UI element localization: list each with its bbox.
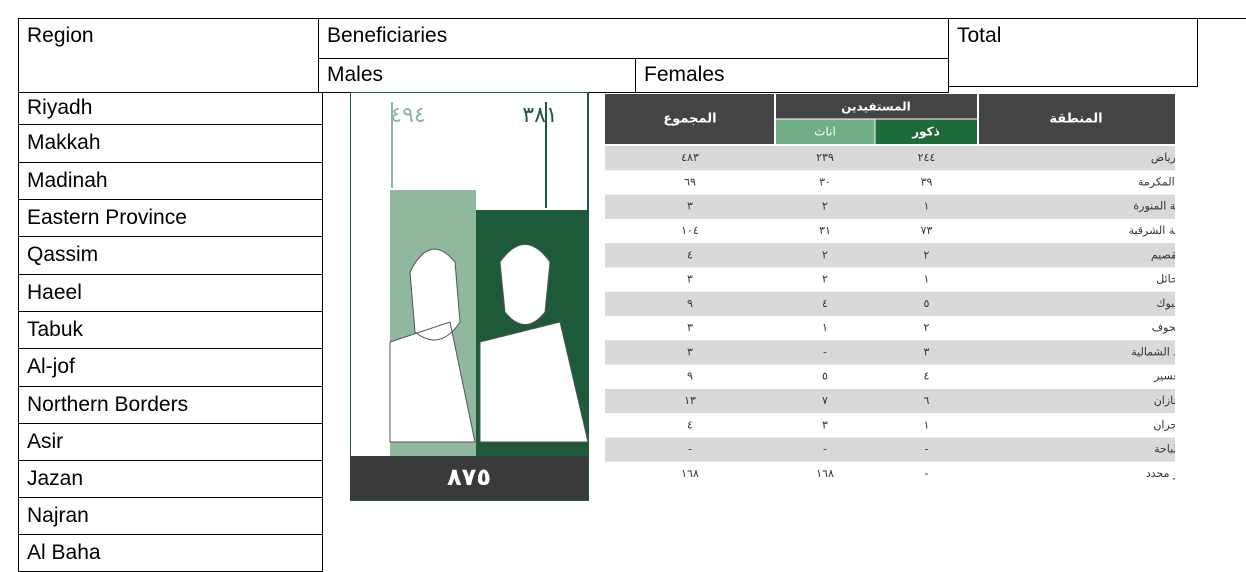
region-ar: حائل — [1156, 273, 1175, 286]
cell-value: ٢ — [822, 200, 828, 213]
cell-value: ٣ — [822, 418, 828, 431]
region-cell: Jazan — [18, 460, 323, 498]
cell-value: ٢ — [924, 321, 930, 334]
total-bar — [350, 456, 588, 500]
header-cell: Males — [318, 58, 636, 93]
cell-value: ٣ — [924, 345, 930, 358]
region-cell: Al Baha — [18, 534, 323, 572]
region-ar: الرياض — [1151, 151, 1175, 164]
region-cell: Al-jof — [18, 348, 323, 387]
cell-value: - — [823, 345, 827, 358]
region-ar: مكة المكرمة — [1138, 175, 1175, 188]
cell-value: ٤٨٣ — [681, 151, 699, 164]
cell-value: - — [823, 443, 827, 456]
region-cell: Makkah — [18, 124, 323, 163]
cell-value: ١ — [924, 273, 930, 286]
region-ar: نجران — [1153, 418, 1175, 431]
region-cell: Najran — [18, 497, 323, 535]
cell-value: ٣ — [687, 200, 693, 213]
region-ar: غير محدد — [1146, 467, 1175, 480]
cell-value: ٣ — [687, 321, 693, 334]
cell-value: ٣٠ — [819, 175, 831, 188]
header: المنطقة — [1049, 112, 1102, 127]
region-ar: الحدود الشمالية — [1131, 345, 1175, 358]
region-cell: Madinah — [18, 162, 323, 200]
header: المجموع — [663, 112, 716, 127]
region-cell: Asir — [18, 423, 323, 461]
figure — [479, 244, 589, 443]
row-bg — [605, 291, 1175, 316]
males-head — [875, 119, 978, 144]
cell-value: ٥ — [924, 297, 930, 310]
row-bg — [605, 146, 1175, 171]
row-bg — [605, 437, 1175, 462]
male-count: ٣٨١ — [522, 103, 557, 128]
region-cell: Haeel — [18, 274, 323, 312]
header-cell: Beneficiaries — [318, 18, 949, 59]
cell-value: ٤ — [822, 297, 828, 310]
header: ذكور — [911, 125, 940, 140]
region-ar: الباحة — [1154, 443, 1175, 456]
cell-value: ٩ — [687, 370, 693, 383]
region-cell: Eastern Province — [18, 199, 323, 237]
header-cell: Females — [635, 58, 949, 93]
cell-value: ٣ — [687, 273, 693, 286]
cell-value: ٣١ — [819, 224, 831, 237]
region-ar: المنطقة الشرقية — [1129, 224, 1175, 237]
cell-value: ١ — [924, 418, 930, 431]
cell-value: ٣ — [687, 345, 693, 358]
cell-value: ٢ — [822, 273, 828, 286]
cell-value: ٦٩ — [684, 175, 696, 188]
region-ar: عسير — [1153, 370, 1175, 383]
cell-value: ٤ — [687, 418, 693, 431]
region-ar: الجوف — [1152, 321, 1175, 334]
females-head — [775, 119, 875, 144]
row-bg — [605, 388, 1175, 414]
row-bg — [605, 194, 1175, 219]
header-cell: Total — [948, 18, 1198, 87]
total-count: ٨٧٥ — [447, 463, 491, 491]
header-cell: Region — [18, 18, 319, 93]
cell-value: ١٣ — [684, 394, 696, 407]
region-cell: Northern Borders — [18, 386, 323, 424]
cell-value: ٢ — [822, 248, 828, 261]
cell-value: ١ — [924, 200, 930, 213]
cell-value: ٣٩ — [921, 175, 933, 188]
cell-value: ٢٣٩ — [816, 151, 834, 164]
cell-value: ١٦٨ — [816, 467, 834, 480]
region-ar: تبوك — [1156, 297, 1175, 310]
header: اناث — [814, 125, 836, 139]
cell-value: ٧ — [822, 394, 828, 407]
female-count: ٤٩٤ — [390, 103, 425, 128]
cell-value: ٧٣ — [921, 224, 933, 237]
row-bg — [605, 340, 1175, 365]
cell-value: - — [925, 443, 929, 456]
region-ar: جازان — [1154, 394, 1175, 407]
figure — [389, 248, 476, 443]
cell-value: ٤ — [924, 370, 930, 383]
cell-value: ١ — [822, 321, 828, 334]
region-cell: Tabuk — [18, 311, 323, 349]
region-cell: Qassim — [18, 236, 323, 275]
rule — [948, 86, 1198, 87]
cell-value: ٢ — [924, 248, 930, 261]
cell-value: ٥ — [822, 370, 828, 383]
cell-value: - — [688, 443, 692, 456]
region-ar: القصيم — [1151, 248, 1175, 261]
header: المستفيدين — [841, 100, 911, 114]
cell-value: - — [925, 467, 929, 480]
cell-value: ١٦٨ — [681, 467, 699, 480]
region-cell: Riyadh — [18, 92, 323, 125]
cell-value: ٩ — [687, 297, 693, 310]
cell-value: ١٠٤ — [681, 224, 699, 237]
cell-value: ٦ — [924, 394, 930, 407]
cell-value: ٤ — [687, 248, 693, 261]
cell-value: ٢٤٤ — [918, 151, 936, 164]
rule — [1198, 18, 1246, 19]
region-ar: المدينة المنورة — [1133, 200, 1175, 213]
row-bg — [605, 243, 1175, 268]
